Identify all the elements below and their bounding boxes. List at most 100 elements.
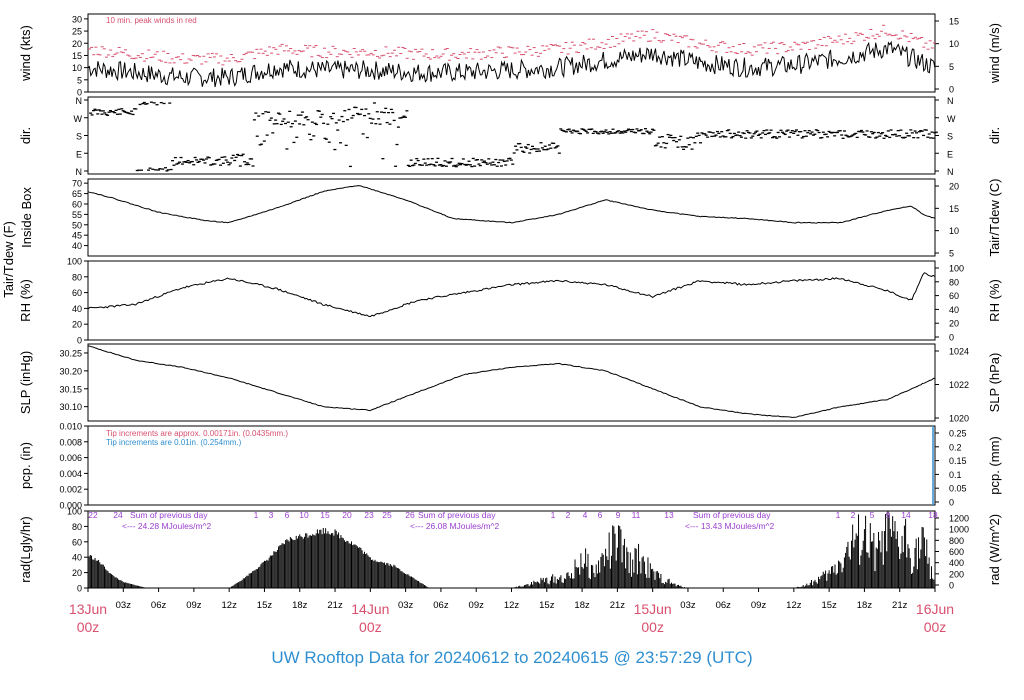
x-axis: 03z 06z 09z 12z 15z 18z 21z 03z 06z 09z 12z 15z 18z 2… xyxy=(69,588,954,635)
x-day-label: 15Jun xyxy=(634,601,672,617)
left-tick-label: 0.002 xyxy=(59,485,82,495)
left-tick-label: 30.20 xyxy=(59,366,82,376)
left-axis-6: 0 20 40 60 80 100 xyxy=(67,507,88,594)
left-tick-label: 15 xyxy=(72,51,82,61)
right-tick-label: 0.1 xyxy=(949,470,962,480)
hour-sum-tick: 1 xyxy=(551,510,556,520)
hour-sum-tick: 10 xyxy=(299,510,309,520)
right-tick-label: 400 xyxy=(949,558,964,568)
right-tick-label: 800 xyxy=(949,536,964,546)
right-tick-label: 20 xyxy=(949,182,959,192)
x-hour-label: 12z xyxy=(504,600,520,611)
right-tick-label: 0 xyxy=(949,581,954,591)
left-tick-label: 0.004 xyxy=(59,469,82,479)
left-tick-label: 0.008 xyxy=(59,437,82,447)
x-hour-label: 03z xyxy=(680,600,696,611)
x-hour-label: 15z xyxy=(821,600,837,611)
x-day-label: 16Jun xyxy=(916,601,954,617)
left-tick-label: 0.006 xyxy=(59,453,82,463)
x-hour-label: 03z xyxy=(116,600,132,611)
x-hour-label: 06z xyxy=(151,600,167,611)
hour-sum-tick: 22 xyxy=(88,510,98,520)
hour-sum-tick: 5 xyxy=(870,510,875,520)
right-tick-label: 20 xyxy=(949,319,959,329)
dir-tick-left: N xyxy=(76,167,83,177)
dir-tick-right: E xyxy=(947,149,953,159)
panel-frame-1 xyxy=(87,96,936,175)
daily-sum-label: Sum of previous day xyxy=(130,510,208,520)
panel-frame-5 xyxy=(87,425,936,506)
left-tick-label: 45 xyxy=(72,231,82,241)
y-label-right-2: Tair/Tdew (C) xyxy=(987,178,1002,256)
precip-note-blue: Tip increments are 0.01in. (0.254mm.) xyxy=(106,438,242,447)
hour-sum-tick: 6 xyxy=(598,510,603,520)
y-label-right-1: dir. xyxy=(987,127,1002,144)
hour-sum-tick: 18 xyxy=(928,510,938,520)
y-label-left-1: dir. xyxy=(18,127,33,144)
precip-note-red: Tip increments are approx. 0.00171in. (0… xyxy=(106,429,288,438)
x-hour-label: 15z xyxy=(257,600,273,611)
left-tick-label: 30.10 xyxy=(59,402,82,412)
left-tick-label: 0 xyxy=(77,584,82,594)
left-tick-label: 40 xyxy=(72,553,82,563)
right-axis-2: 5 10 15 20 xyxy=(935,182,959,259)
hour-sum-tick: 1 xyxy=(254,510,259,520)
right-axis-4: 1020 1022 1024 xyxy=(935,347,969,424)
left-tick-label: 60 xyxy=(72,537,82,547)
right-tick-label: 80 xyxy=(949,277,959,287)
right-tick-label: 1200 xyxy=(949,514,969,524)
x-hour-label: 03z xyxy=(398,600,414,611)
right-tick-label: 200 xyxy=(949,569,964,579)
right-tick-label: 0 xyxy=(949,333,954,343)
left-tick-label: 60 xyxy=(72,199,82,209)
dir-series xyxy=(89,101,938,172)
left-tick-label: 70 xyxy=(72,179,82,189)
right-tick-label: 15 xyxy=(949,17,959,27)
radiation-series xyxy=(87,511,935,588)
dir-tick-right: N xyxy=(947,167,954,177)
daily-sum-value: <--- 13.43 MJoules/m^2 xyxy=(685,521,775,531)
hour-sum-tick: 24 xyxy=(113,510,123,520)
chart-title: UW Rooftop Data for 20240612 to 20240615… xyxy=(271,648,753,667)
hour-sum-tick: 25 xyxy=(382,510,392,520)
x-hour-label: 18z xyxy=(857,600,873,611)
hour-sum-tick: 13 xyxy=(664,510,674,520)
y-label-right-5: pcp. (mm) xyxy=(987,436,1002,495)
panel-frame-0 xyxy=(87,13,936,93)
daily-sum-label: Sum of previous day xyxy=(693,510,771,520)
left-axis-3: 0 20 40 60 80 100 xyxy=(67,257,88,346)
wind-annotation: 10 min. peak winds in red xyxy=(106,16,197,25)
panel-frame-4 xyxy=(87,343,936,422)
x-day-time-label: 00z xyxy=(77,619,100,635)
y-label-left-0: wind (kts) xyxy=(18,25,33,82)
y-label-right-0: wind (m/s) xyxy=(987,23,1002,84)
right-tick-label: 1024 xyxy=(949,347,969,357)
right-tick-label: 1000 xyxy=(949,525,969,535)
x-hour-label: 21z xyxy=(892,600,908,611)
x-day-time-label: 00z xyxy=(641,619,664,635)
daily-sum-value: <--- 24.28 MJoules/m^2 xyxy=(122,521,212,531)
dir-tick-left: N xyxy=(76,96,83,106)
x-hour-label: 06z xyxy=(716,600,732,611)
panel-frame-3 xyxy=(87,260,936,341)
left-tick-label: 50 xyxy=(72,220,82,230)
x-hour-label: 06z xyxy=(433,600,449,611)
x-day-label: 13Jun xyxy=(69,601,107,617)
right-tick-label: 0.05 xyxy=(949,484,967,494)
dir-tick-left: E xyxy=(76,149,82,159)
right-tick-label: 0 xyxy=(949,85,954,95)
left-tick-label: 65 xyxy=(72,189,82,199)
dir-tick-right: S xyxy=(947,132,953,142)
right-tick-label: 0.15 xyxy=(949,456,967,466)
hour-sum-tick: 1 xyxy=(836,510,841,520)
right-tick-label: 600 xyxy=(949,547,964,557)
left-axis-5: 0.000 0.002 0.004 0.006 0.008 0.010 xyxy=(59,422,88,511)
radiation-notes: Sum of previous day<--- 24.28 MJoules/m^… xyxy=(88,510,938,531)
daily-sum-value: <--- 26.08 MJoules/m^2 xyxy=(410,521,500,531)
right-tick-label: 5 xyxy=(949,62,954,72)
x-day-time-label: 00z xyxy=(359,619,382,635)
hour-sum-tick: 9 xyxy=(616,510,621,520)
y-label-right-4: SLP (hPa) xyxy=(987,353,1002,413)
x-hour-label: 12z xyxy=(222,600,238,611)
